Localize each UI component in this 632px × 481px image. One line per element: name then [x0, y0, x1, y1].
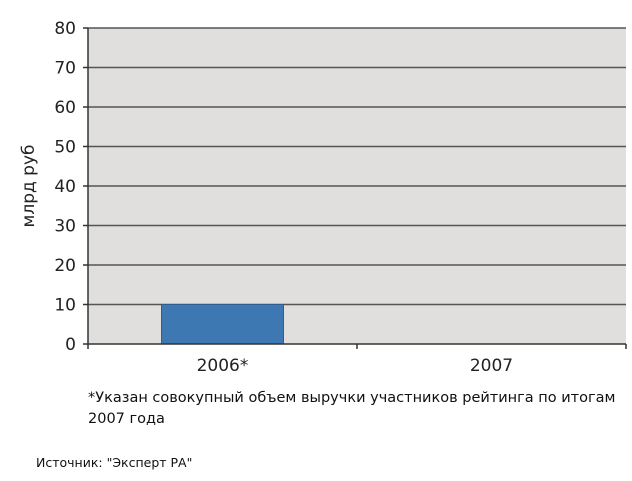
axes: [83, 27, 627, 349]
y-tick-label: 60: [54, 98, 76, 118]
y-tick-label: 50: [54, 138, 76, 158]
y-tick-label: 30: [54, 217, 76, 237]
y-axis-title: млрд руб: [19, 145, 39, 228]
y-tick-label: 80: [54, 19, 76, 39]
y-tick-label: 0: [65, 335, 76, 355]
x-tick-label: 2007: [470, 356, 513, 376]
bars: [161, 304, 284, 345]
bar: [161, 304, 284, 345]
y-tick-label: 20: [54, 256, 76, 276]
source-note: Источник: "Эксперт РА": [36, 455, 193, 470]
footnote: *Указан совокупный объем выручки участни…: [88, 390, 616, 427]
y-tick-label: 40: [54, 177, 76, 197]
y-tick-label: 10: [54, 296, 76, 316]
y-tick-label: 70: [54, 59, 76, 79]
tick-labels: 0 10 20 30 40 50 60 70 80 2006* 2007: [54, 19, 513, 376]
x-tick-label: 2006*: [197, 356, 249, 376]
